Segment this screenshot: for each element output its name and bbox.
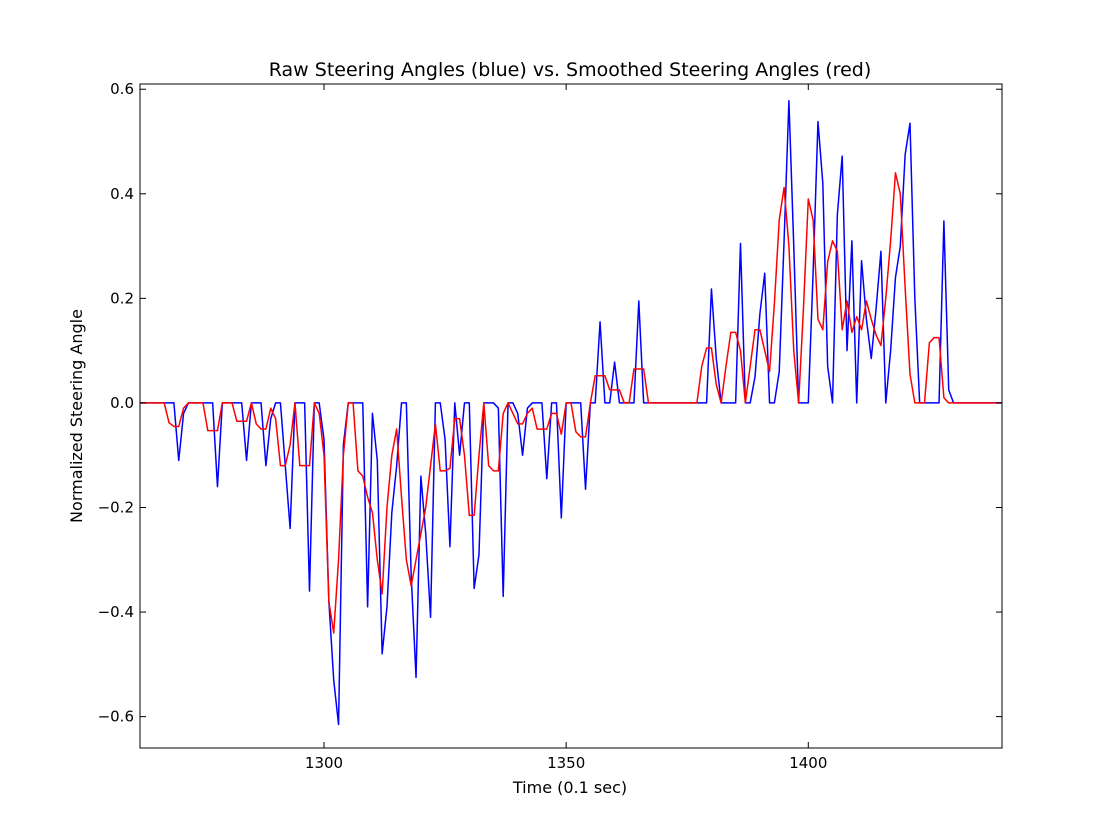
y-tick-label: 0.2 — [110, 289, 134, 307]
x-tick-label: 1400 — [789, 754, 827, 772]
x-axis-label: Time (0.1 sec) — [512, 778, 627, 797]
y-tick-label: −0.2 — [98, 498, 134, 516]
series-line-smoothed — [140, 172, 1002, 634]
y-tick-label: −0.4 — [98, 603, 134, 621]
series-layer — [140, 99, 1002, 726]
plot-frame — [139, 83, 1003, 749]
y-tick-label: −0.6 — [98, 708, 134, 726]
y-tick-label: 0.0 — [110, 394, 134, 412]
y-axis-label: Normalized Steering Angle — [67, 309, 86, 523]
series-line-raw — [140, 99, 1002, 726]
y-tick-label: 0.4 — [110, 185, 134, 203]
chart-title: Raw Steering Angles (blue) vs. Smoothed … — [269, 59, 872, 81]
x-axis: 1300 1350 1400 — [305, 84, 827, 772]
y-axis: −0.6 −0.4 −0.2 0.0 0.2 0.4 0.6 — [98, 80, 1002, 726]
x-tick-label: 1350 — [547, 754, 585, 772]
x-tick-label: 1300 — [305, 754, 343, 772]
y-tick-label: 0.6 — [110, 80, 134, 98]
